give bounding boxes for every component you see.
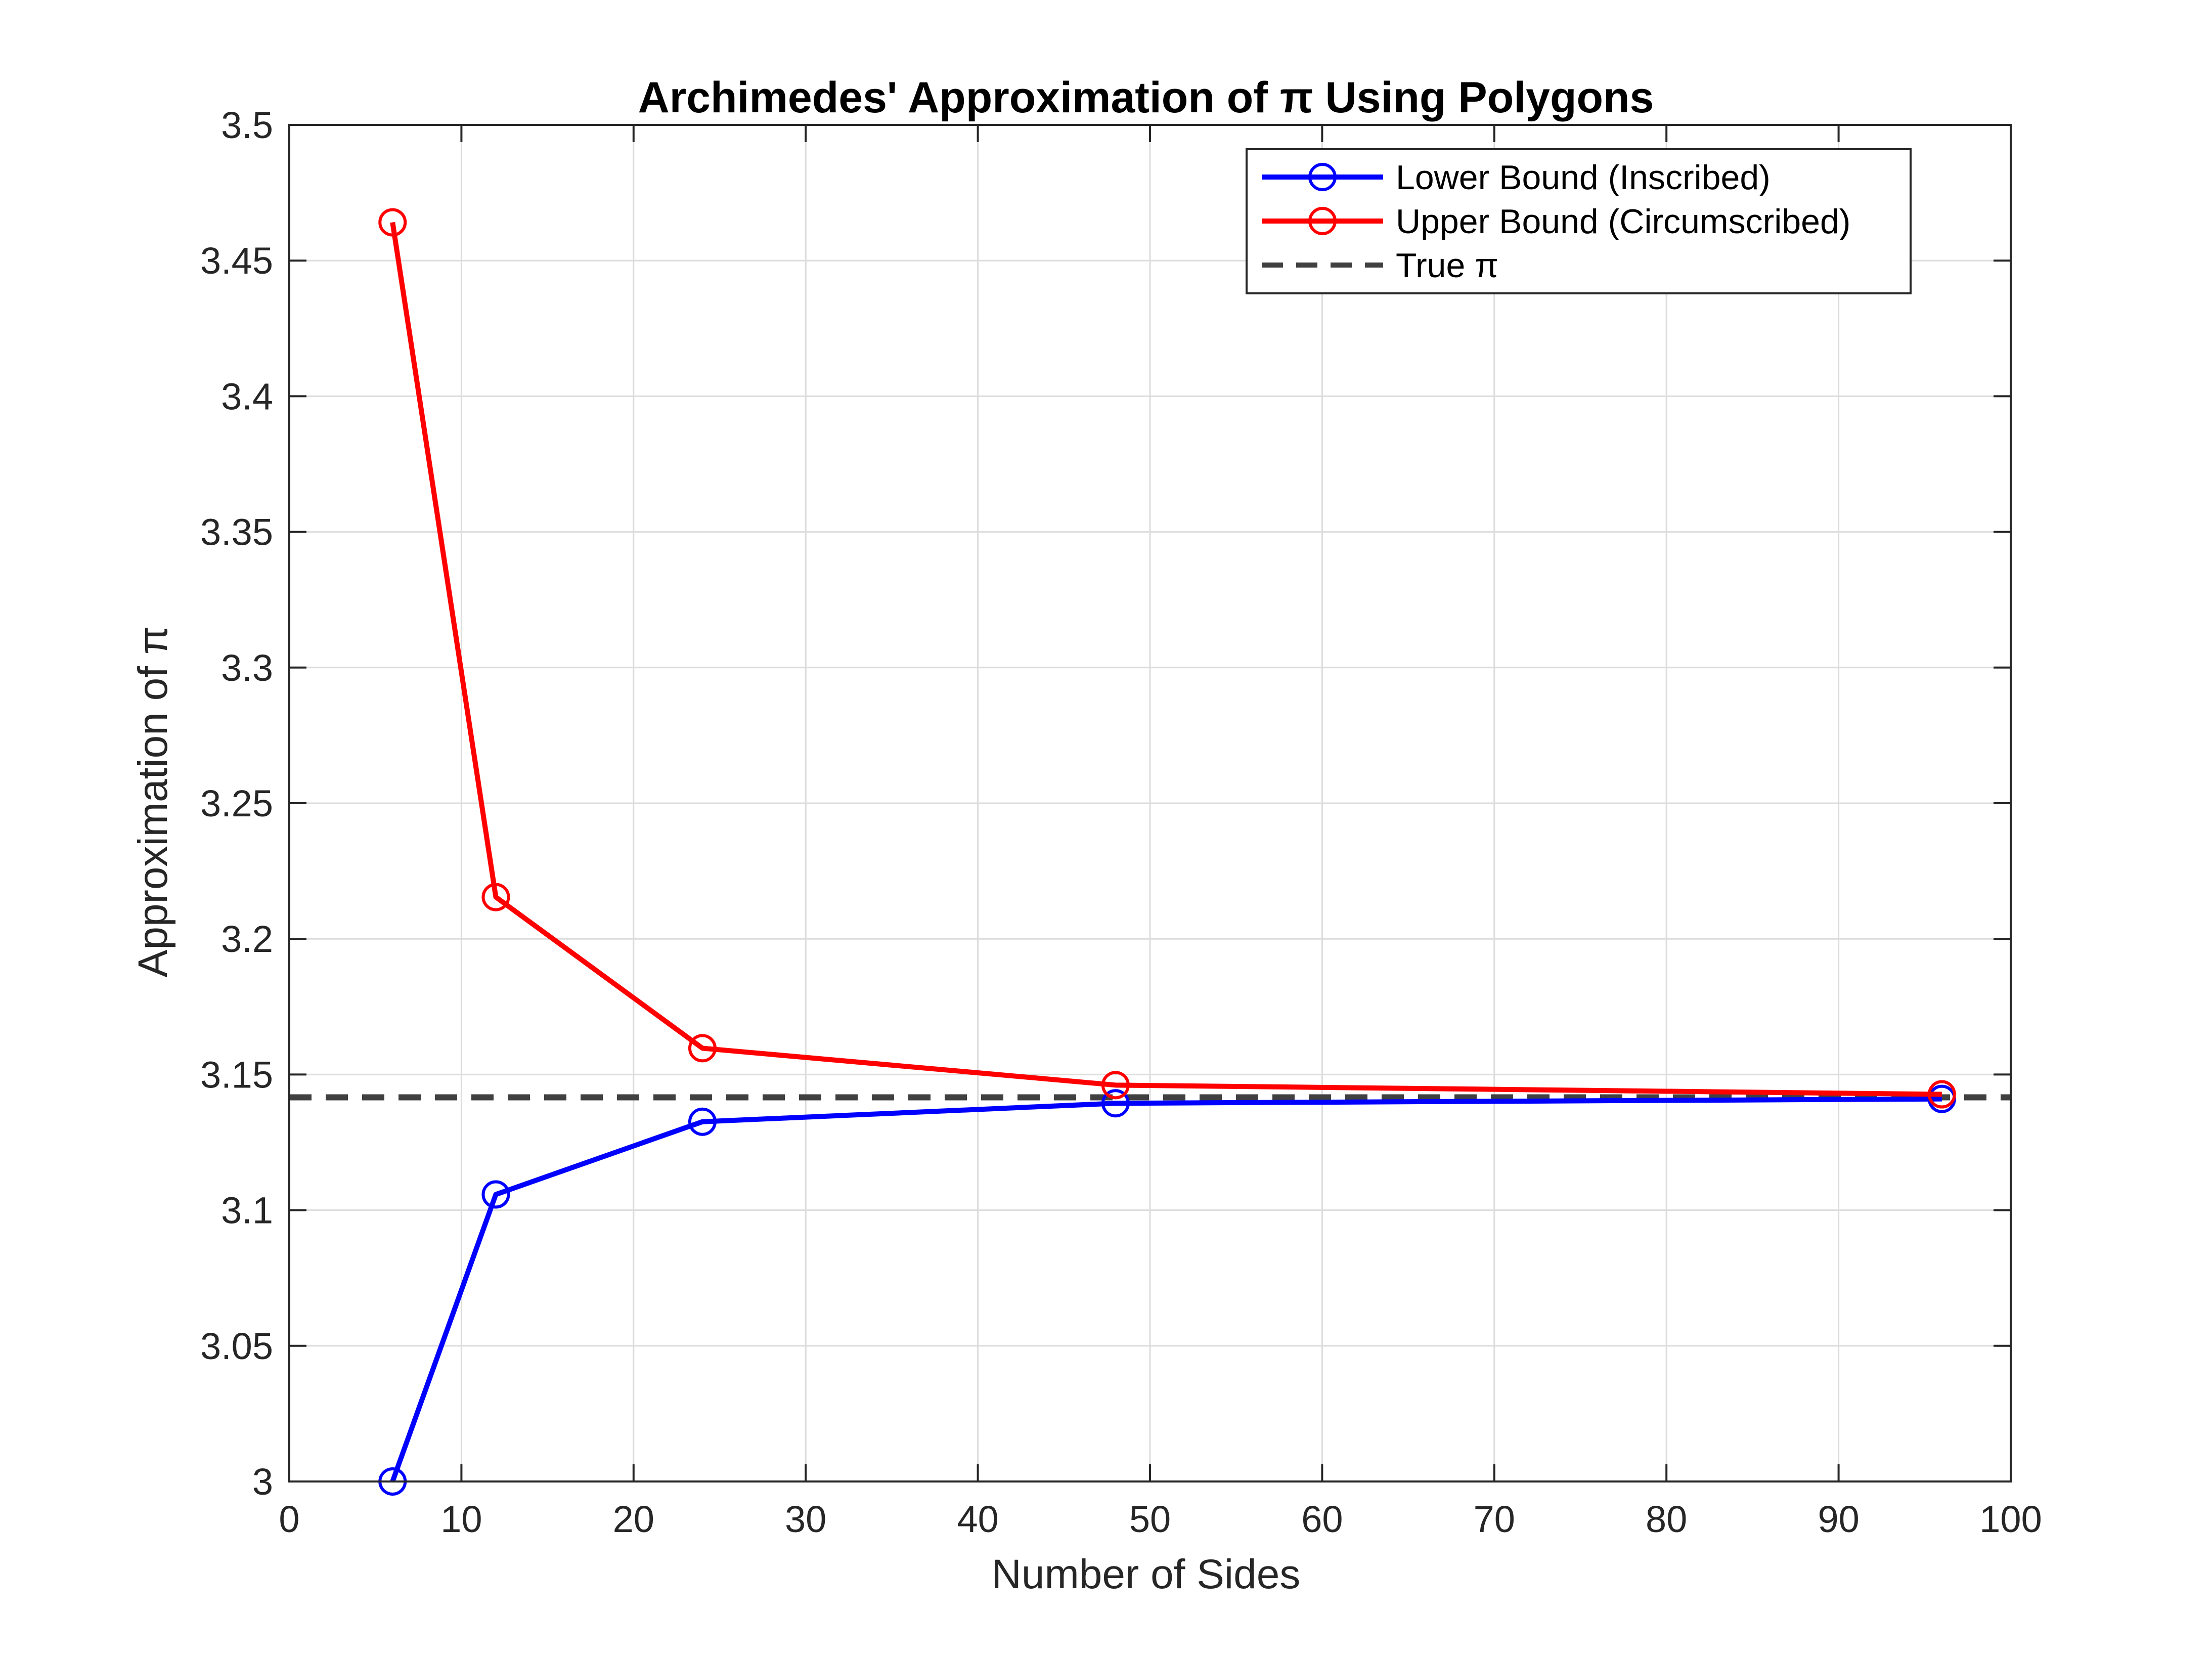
x-tick-labels: 0 10 20 30 40 50 60 70 80 90 100: [279, 1498, 2042, 1540]
data-point-upper: [481, 883, 510, 911]
data-point-upper: [688, 1034, 717, 1063]
legend-item-lower: Lower Bound (Inscribed): [1262, 158, 1771, 197]
data-point-upper: [378, 208, 407, 237]
y-tick-label: 3.45: [200, 240, 273, 282]
y-tick-label: 3.5: [221, 104, 273, 146]
legend-label-true-pi: True π: [1396, 246, 1498, 285]
x-tick-label: 60: [1301, 1498, 1343, 1540]
data-point-lower: [688, 1107, 717, 1136]
x-tick-label: 20: [613, 1498, 654, 1540]
x-tick-label: 10: [440, 1498, 482, 1540]
legend-marker-lower: [1308, 163, 1337, 191]
data-point-lower: [481, 1180, 510, 1209]
y-tick-label: 3: [252, 1461, 273, 1503]
y-tick-label: 3.2: [221, 918, 273, 960]
y-tick-label: 3.05: [200, 1325, 273, 1367]
legend-item-upper: Upper Bound (Circumscribed): [1262, 202, 1850, 241]
series-line-upper: [390, 222, 1942, 1097]
chart-title: Archimedes' Approximation of π Using Pol…: [638, 73, 1654, 122]
legend-marker-upper: [1308, 207, 1337, 235]
x-tick-label: 70: [1474, 1498, 1515, 1540]
x-tick-label: 90: [1818, 1498, 1859, 1540]
grid: [289, 125, 2011, 1481]
legend-label-lower: Lower Bound (Inscribed): [1396, 158, 1771, 197]
y-axis-label: Approximation of π: [130, 626, 176, 978]
y-tick-label: 3.15: [200, 1054, 273, 1096]
x-tick-label: 40: [957, 1498, 998, 1540]
data-point-upper: [1927, 1080, 1956, 1109]
series-line-lower: [390, 1096, 1942, 1482]
x-axis-label: Number of Sides: [992, 1551, 1301, 1597]
x-tick-label: 30: [785, 1498, 826, 1540]
data-point-lower: [1101, 1089, 1130, 1118]
y-tick-label: 3.35: [200, 511, 273, 553]
y-tick-label: 3.25: [200, 782, 273, 824]
x-tick-label: 80: [1646, 1498, 1687, 1540]
legend: Lower Bound (Inscribed) Upper Bound (Cir…: [1246, 148, 1912, 294]
y-tick-label: 3.1: [221, 1190, 273, 1232]
y-tick-label: 3.3: [221, 647, 273, 689]
series-layer: [289, 208, 2011, 1496]
ticks: [288, 124, 2012, 1482]
x-tick-label: 100: [1979, 1498, 2042, 1540]
legend-label-upper: Upper Bound (Circumscribed): [1396, 202, 1850, 241]
data-point-upper: [1101, 1071, 1130, 1100]
y-tick-label: 3.4: [221, 375, 273, 417]
y-tick-labels: 3 3.05 3.1 3.15 3.2 3.25 3.3 3.35 3.4 3.45 3.5: [200, 104, 273, 1503]
legend-item-true-pi: True π: [1262, 246, 1498, 285]
x-tick-label: 50: [1129, 1498, 1171, 1540]
x-tick-label: 0: [279, 1498, 299, 1540]
